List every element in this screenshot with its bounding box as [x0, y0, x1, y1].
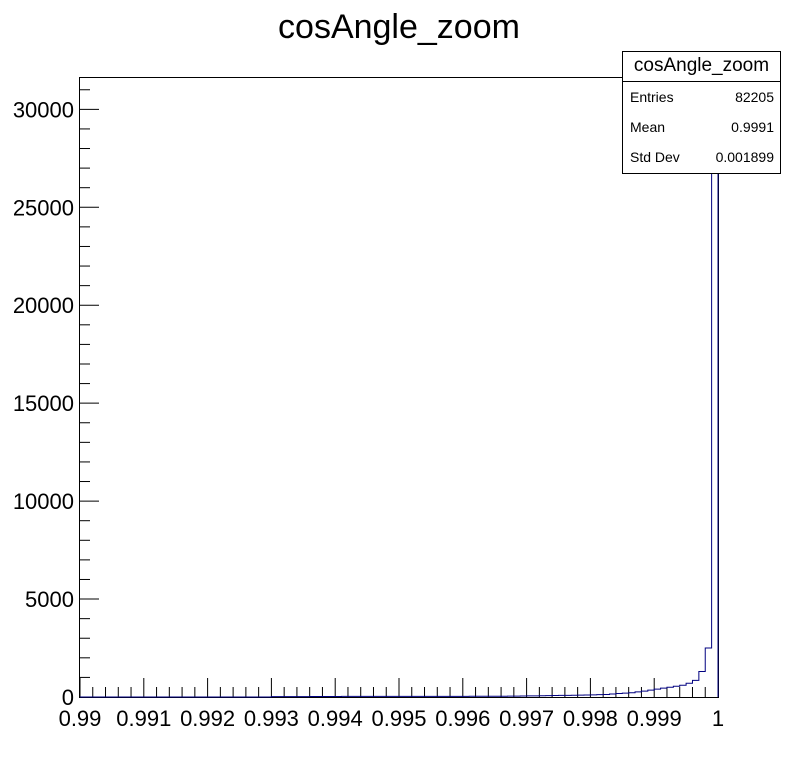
axis-labels: 0 5000 10000 15000 20000 25000 30000 0.99 0.991 0…	[13, 97, 724, 731]
histogram-bin	[699, 672, 705, 697]
histogram-bin	[667, 687, 673, 697]
stats-row-stddev: Std Dev 0.001899	[623, 142, 780, 172]
histogram-bin	[654, 689, 660, 697]
histogram-bin	[692, 680, 698, 697]
histogram-bin	[673, 686, 679, 697]
y-tick-label: 30000	[13, 97, 74, 122]
stats-value: 82205	[735, 89, 774, 105]
histogram-bin	[661, 688, 667, 697]
x-tick-label: 0.997	[499, 706, 554, 731]
histogram-bin	[686, 683, 692, 697]
x-tick-label: 0.998	[563, 706, 618, 731]
stats-row-mean: Mean 0.9991	[623, 112, 780, 142]
y-tick-label: 10000	[13, 489, 74, 514]
histogram-bin	[705, 648, 711, 697]
histogram-outline	[80, 118, 719, 698]
histogram-bin	[680, 685, 686, 697]
histogram-bin	[641, 691, 647, 697]
x-tick-label: 0.993	[244, 706, 299, 731]
stats-row-entries: Entries 82205	[623, 82, 780, 112]
chart-title: cosAngle_zoom	[278, 8, 520, 46]
histogram-bin	[629, 693, 635, 697]
x-tick-label: 1	[712, 706, 724, 731]
stats-title: cosAngle_zoom	[623, 52, 780, 82]
x-tick-label: 0.994	[308, 706, 363, 731]
y-tick-label: 25000	[13, 195, 74, 220]
y-tick-label: 20000	[13, 293, 74, 318]
histogram-bin	[648, 690, 654, 697]
stats-box: cosAngle_zoom Entries 82205 Mean 0.9991 …	[622, 51, 781, 174]
stats-value: 0.9991	[731, 119, 774, 135]
histogram-bin	[622, 693, 628, 697]
histogram-bin	[616, 693, 622, 697]
stats-label: Std Dev	[630, 149, 680, 165]
x-tick-label: 0.99	[59, 706, 102, 731]
histogram-bin	[712, 119, 718, 697]
x-tick-label: 0.996	[435, 706, 490, 731]
stats-label: Entries	[630, 89, 674, 105]
x-tick-label: 0.999	[627, 706, 682, 731]
y-tick-label: 5000	[25, 587, 74, 612]
y-tick-label: 0	[62, 685, 74, 710]
histogram-bin	[635, 692, 641, 697]
histogram-bars	[80, 118, 719, 698]
y-tick-label: 15000	[13, 391, 74, 416]
x-tick-label: 0.991	[116, 706, 171, 731]
axis-ticks	[79, 89, 719, 698]
x-tick-label: 0.992	[180, 706, 235, 731]
x-tick-label: 0.995	[371, 706, 426, 731]
stats-label: Mean	[630, 119, 666, 135]
stats-value: 0.001899	[715, 149, 774, 165]
